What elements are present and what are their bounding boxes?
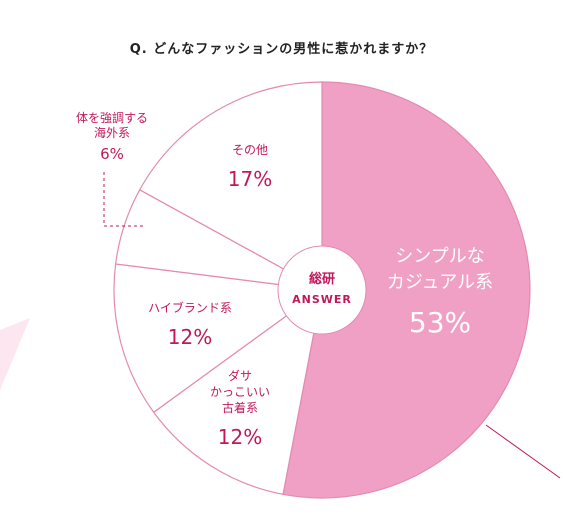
pie-slice-0 (282, 81, 531, 499)
slice-label-1-line-2: 古着系 (222, 400, 258, 415)
slice-label-4-line-0: その他 (232, 143, 268, 157)
slice-label-1-line-0: ダサ (228, 368, 252, 383)
center-label-line2: ANSWER (292, 293, 352, 306)
pie-slice-2 (113, 263, 324, 414)
decor-leader-line (485, 424, 561, 479)
small-slice-leader (103, 172, 146, 227)
slice-label-0-line-1: カジュアル系 (387, 272, 493, 293)
chart-title: Q. どんなファッションの男性に惹かれますか？ (129, 42, 434, 57)
slice-label-3-line-0: 体を強調する (76, 111, 148, 125)
slices-layer (113, 81, 531, 499)
slice-label-2-line-0: ハイブランド系 (148, 300, 232, 315)
slice-label-1-line-1: かっこいい (210, 385, 270, 399)
slice-value-3: 6% (100, 145, 124, 163)
slice-value-0: 53% (409, 306, 471, 339)
slice-label-3-line-1: 海外系 (94, 125, 130, 140)
slice-value-2: 12% (168, 325, 212, 349)
slice-value-1: 12% (218, 425, 262, 449)
leader-layer (103, 172, 561, 479)
center-circle (277, 245, 367, 335)
decor-triangle (0, 318, 30, 390)
center-label-line1: 総研 (309, 271, 335, 287)
pie-slice-4 (138, 81, 323, 292)
pie-slice-1 (152, 288, 323, 496)
slice-value-4: 17% (228, 167, 272, 191)
slice-label-0-line-0: シンプルな (395, 246, 484, 267)
